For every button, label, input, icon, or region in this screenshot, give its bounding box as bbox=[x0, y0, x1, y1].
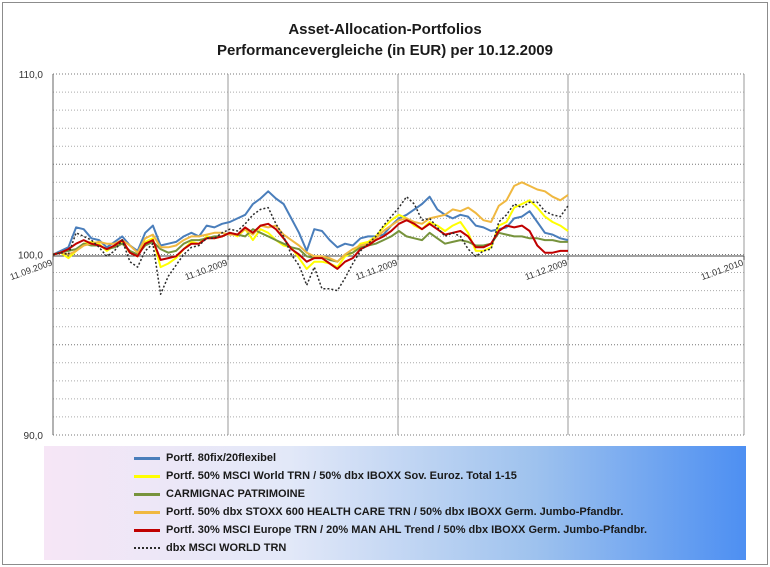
chart-title: Asset-Allocation-Portfolios bbox=[288, 21, 481, 38]
chart-subtitle: Performancevergleiche (in EUR) per 10.12… bbox=[217, 42, 553, 59]
grid-lines bbox=[53, 73, 745, 436]
x-tick-label: 11.11.2009 bbox=[354, 257, 399, 281]
legend-item: Portf. 30% MSCI Europe TRN / 20% MAN AHL… bbox=[134, 522, 647, 538]
legend-label: Portf. 80fix/20flexibel bbox=[166, 452, 277, 464]
legend-swatch bbox=[134, 528, 160, 532]
y-tick-label: 90,0 bbox=[24, 431, 44, 442]
legend-label: Portf. 50% MSCI World TRN / 50% dbx IBOX… bbox=[166, 470, 517, 482]
series-line-1 bbox=[52, 190, 569, 256]
legend-item: dbx MSCI WORLD TRN bbox=[134, 540, 286, 556]
series-line-5 bbox=[52, 219, 568, 270]
x-tick-label: 11.10.2009 bbox=[184, 257, 229, 282]
legend-item: CARMIGNAC PATRIMOINE bbox=[134, 486, 305, 502]
legend-swatch bbox=[134, 510, 160, 514]
x-tick-label: 11.01.2010 bbox=[700, 257, 745, 282]
legend-item: Portf. 50% MSCI World TRN / 50% dbx IBOX… bbox=[134, 468, 517, 484]
legend-swatch bbox=[134, 547, 160, 549]
y-tick-label: 110,0 bbox=[19, 70, 44, 81]
legend-item: Portf. 80fix/20flexibel bbox=[134, 450, 276, 466]
legend-label: Portf. 30% MSCI Europe TRN / 20% MAN AHL… bbox=[166, 524, 648, 536]
series-lines bbox=[52, 181, 569, 295]
y-tick-label: 100,0 bbox=[18, 251, 43, 262]
legend-swatch bbox=[134, 474, 160, 478]
series-line-4 bbox=[52, 181, 569, 263]
legend-swatch bbox=[134, 456, 160, 460]
legend-label: dbx MSCI WORLD TRN bbox=[166, 542, 287, 554]
series-line-6 bbox=[52, 195, 569, 295]
legend-item: Portf. 50% dbx STOXX 600 HEALTH CARE TRN… bbox=[134, 504, 623, 520]
legend-label: Portf. 50% dbx STOXX 600 HEALTH CARE TRN… bbox=[166, 506, 624, 518]
x-tick-label: 11.12.2009 bbox=[524, 257, 569, 282]
legend: Portf. 80fix/20flexibel Portf. 50% MSCI W… bbox=[44, 446, 746, 560]
series-line-2 bbox=[52, 199, 569, 270]
legend-label: CARMIGNAC PATRIMOINE bbox=[166, 488, 305, 500]
legend-swatch bbox=[134, 492, 160, 496]
